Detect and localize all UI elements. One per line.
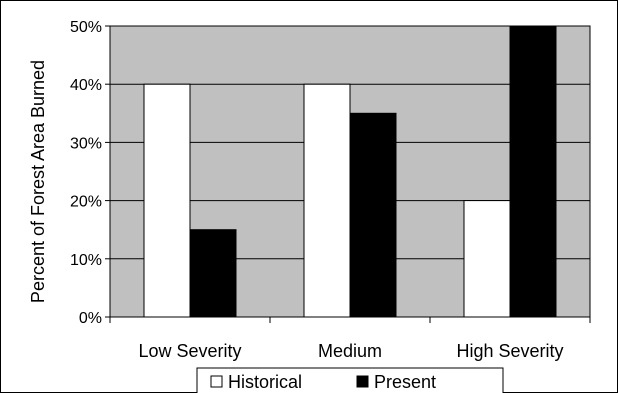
x-category-label: High Severity [456, 341, 563, 361]
bar-historical-high-severity [463, 200, 511, 318]
y-tick-label: 10% [70, 252, 102, 269]
x-category-label: Low Severity [138, 341, 241, 361]
y-tick-label: 50% [70, 19, 102, 36]
bar-historical-low-severity [143, 83, 191, 318]
legend-box [196, 367, 504, 393]
bar-present-medium [349, 112, 397, 318]
legend-label-historical: Historical [228, 372, 302, 392]
legend: Historical Present [196, 367, 504, 393]
bars [143, 25, 557, 318]
y-tick-label: 20% [70, 194, 102, 211]
bar-present-high-severity [509, 25, 557, 318]
legend-label-present: Present [374, 372, 436, 392]
y-tick-label: 30% [70, 135, 102, 152]
legend-swatch-historical [210, 375, 223, 388]
y-tick-label: 0% [79, 310, 102, 327]
y-tick-label: 40% [70, 77, 102, 94]
bar-historical-medium [303, 83, 351, 318]
bar-present-low-severity [189, 229, 237, 318]
legend-swatch-present [356, 375, 369, 388]
axes: 0% 10% 20% 30% 40% 50% Low Severity Medium High … [70, 19, 591, 361]
x-category-label: Medium [318, 341, 382, 361]
y-axis-title: Percent of Forest Area Burned [28, 60, 48, 303]
